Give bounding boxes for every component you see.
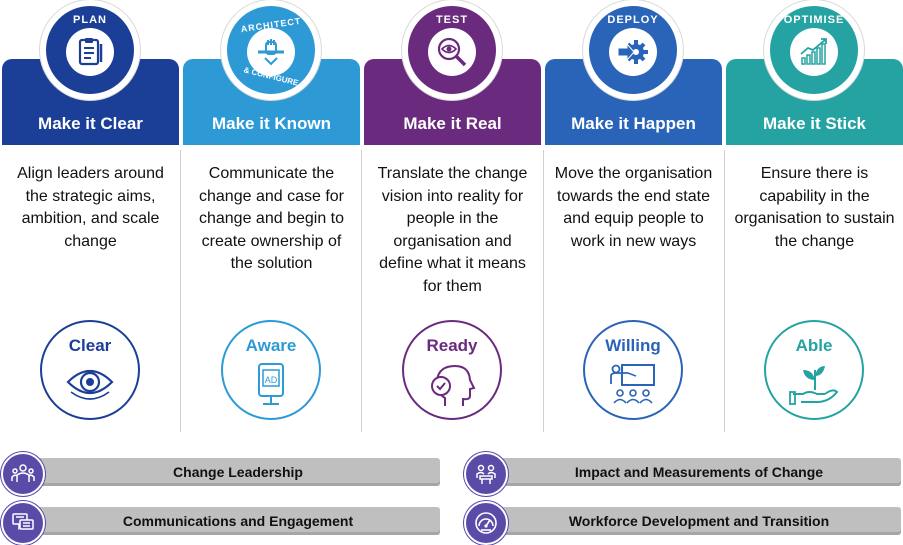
pillar-bar: Workforce Development and Transition [497,507,901,535]
outcome-circle: Ready [402,320,502,420]
phase-description: Move the organisation towards the end st… [554,165,713,250]
gauge-icon [475,512,497,534]
phase-badge: DEPLOY [583,0,683,100]
outcome-label: Clear [68,336,112,355]
phase-plan: Make it Clear PLAN Align leaders around … [0,0,181,440]
pillar-label: Communications and Engagement [122,513,354,529]
column-divider [724,150,725,432]
pillar-label: Workforce Development and Transition [568,513,830,529]
pillar-label: Impact and Measurements of Change [574,464,824,480]
outcome-circle: Clear [40,320,140,420]
outcome-label: Able [795,336,833,355]
pillar-icon-circle [464,452,508,496]
phase-badge: OPTIMISE [764,0,864,100]
magnifier-eye-icon [437,37,467,67]
phase-architect: Make it Known ARCHITECT & CONFIGURE [181,0,362,440]
phase-header: Make it Real [364,59,541,145]
pillar-bar: Communications and Engagement [36,507,440,535]
pillar-icon-circle [464,501,508,545]
phase-deploy: Make it Happen DEPLOY [543,0,724,440]
outcome-label: Aware [245,336,297,355]
outcome-label: Ready [426,336,478,355]
hand-plant-icon [789,366,839,405]
column-divider [180,150,181,432]
phase-title: Make it Clear [38,114,143,133]
outcome-circle: Able [764,320,864,420]
pillar-label: Change Leadership [173,464,303,480]
phase-title: Make it Known [211,114,331,133]
phase-badge: ARCHITECT & CONFIGURE [221,0,321,100]
phase-description: Translate the change vision into reality… [377,165,528,295]
chat-icon [12,513,34,531]
pillar-bar: Change Leadership [36,458,440,486]
meeting-icon [476,464,496,484]
badge-label: PLAN [73,14,107,26]
phase-description: Ensure there is capability in the organi… [734,165,895,250]
phase-title: Make it Happen [571,114,696,133]
phase-badge: TEST [402,0,502,100]
team-icon [11,464,35,482]
column-divider [361,150,362,432]
pillar-icon-circle [1,501,45,545]
badge-label: TEST [435,14,469,26]
training-board-icon [610,364,655,404]
clipboard-icon [78,38,103,66]
pillar-icon-circle [1,452,45,496]
pillar-bar: Impact and Measurements of Change [497,458,901,486]
head-check-icon [431,364,476,406]
phase-description: Align leaders around the strategic aims,… [17,165,164,250]
column-divider [543,150,544,432]
eye-icon [66,369,114,400]
phase-title: Make it Real [403,114,502,133]
outcome-label: Willing [605,336,661,355]
gear-arrow-icon [617,40,648,64]
outcome-circle: Willing [583,320,683,420]
phase-title: Make it Stick [763,114,866,133]
phase-description: Communicate the change and case for chan… [198,165,344,273]
phase-test: Make it Real TEST Translate the change v… [362,0,543,440]
outcome-circle: Aware AD [221,320,321,420]
hands-tool-icon [258,39,284,66]
ad-board-icon: AD [258,363,284,405]
phase-optimise: Make it Stick OPTIMISE [724,0,903,440]
badge-label: DEPLOY [607,14,659,26]
phase-header: Make it Happen [545,59,722,145]
badge-label: OPTIMISE [783,14,845,26]
growth-chart-icon [800,38,827,65]
svg-text:AD: AD [265,375,278,385]
phase-badge: PLAN [40,0,140,100]
